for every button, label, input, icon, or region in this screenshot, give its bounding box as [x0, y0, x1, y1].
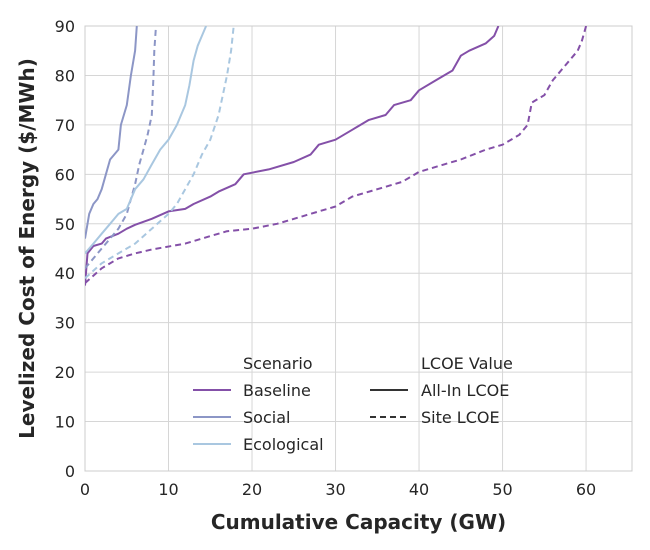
y-tick-label: 50	[55, 215, 75, 234]
x-axis-label: Cumulative Capacity (GW)	[211, 510, 506, 534]
y-tick-label: 0	[65, 462, 75, 481]
x-tick-label: 40	[409, 480, 429, 499]
y-tick-label: 30	[55, 314, 75, 333]
x-tick-labels: 0 10 20 30 40 50 60	[80, 480, 596, 499]
x-tick-label: 20	[242, 480, 262, 499]
plot-frame	[84, 25, 633, 472]
y-tick-label: 80	[55, 66, 75, 85]
y-tick-labels: 0 10 20 30 40 50 60 70 80 90	[55, 17, 75, 481]
x-tick-label: 60	[576, 480, 596, 499]
y-tick-label: 40	[55, 264, 75, 283]
series-social-all-in-lcoe-line	[85, 26, 138, 239]
legend-baseline-label: Baseline	[243, 381, 311, 400]
y-tick-label: 90	[55, 17, 75, 36]
x-tick-label: 10	[158, 480, 178, 499]
grid	[84, 25, 632, 472]
series-ecological-site-lcoe-line	[85, 26, 235, 279]
x-tick-label: 50	[492, 480, 512, 499]
series-social-site-lcoe-line	[85, 26, 157, 269]
x-tick-label: 0	[80, 480, 90, 499]
legend: Scenario LCOE Value Baseline Social Ecolog…	[193, 354, 513, 454]
x-tick-label: 30	[325, 480, 345, 499]
legend-site-lcoelabel: Site LCOE	[421, 408, 500, 427]
y-tick-label: 60	[55, 165, 75, 184]
series-layer	[85, 26, 588, 286]
series-ecological-all-in-lcoe-line	[85, 26, 208, 255]
legend-lcoe-title: LCOE Value	[421, 354, 513, 373]
legend-ecological-label: Ecological	[243, 435, 324, 454]
y-tick-label: 20	[55, 363, 75, 382]
series-baseline-site-lcoe-line	[85, 26, 588, 284]
series-baseline-all-in-lcoe-line	[85, 26, 500, 286]
y-tick-label: 10	[55, 413, 75, 432]
legend-all-in-lcoelabel: All-In LCOE	[421, 381, 509, 400]
legend-scenario-title: Scenario	[243, 354, 313, 373]
y-axis-label: Levelized Cost of Energy ($/MWh)	[15, 58, 39, 439]
y-tick-label: 70	[55, 116, 75, 135]
legend-social-label: Social	[243, 408, 290, 427]
